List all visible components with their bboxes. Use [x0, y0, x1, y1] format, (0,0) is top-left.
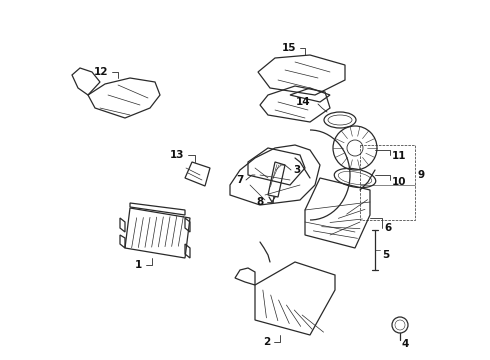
Text: 2: 2	[263, 337, 270, 347]
Text: 13: 13	[170, 150, 184, 160]
Text: 9: 9	[418, 170, 425, 180]
Text: 12: 12	[94, 67, 108, 77]
Text: 1: 1	[135, 260, 142, 270]
Text: 14: 14	[295, 97, 310, 107]
Text: 5: 5	[382, 250, 389, 260]
Text: 3: 3	[293, 165, 300, 175]
Text: 15: 15	[281, 43, 296, 53]
Text: 4: 4	[402, 339, 409, 349]
Text: 8: 8	[257, 197, 264, 207]
Text: 11: 11	[392, 151, 407, 161]
Text: 7: 7	[237, 175, 244, 185]
Text: 10: 10	[392, 177, 407, 187]
Bar	[360, 145, 415, 220]
Text: 6: 6	[384, 223, 391, 233]
